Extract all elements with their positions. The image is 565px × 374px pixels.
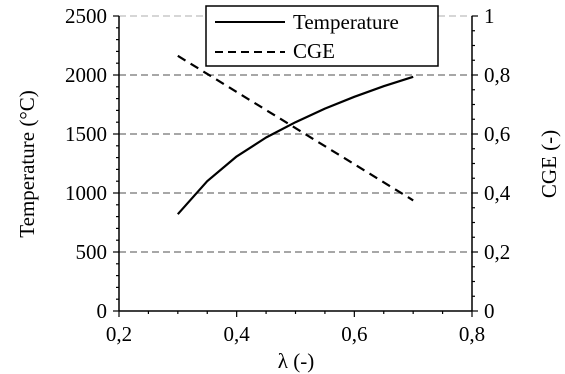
- y-axis-right-title: CGE (-): [537, 130, 561, 198]
- y-right-tick-label: 0: [484, 299, 495, 323]
- series-line-cge: [177, 54, 414, 202]
- y-left-tick-label: 2500: [65, 4, 107, 28]
- y-left-tick-label: 2000: [65, 63, 107, 87]
- axis-ticks: 0,2 0,4 0,6 0,80500100015002000250000,20,40…: [65, 4, 511, 346]
- y-right-tick-label: 1: [484, 4, 495, 28]
- y-left-tick-label: 1500: [65, 122, 107, 146]
- x-tick-label: 0,8: [459, 322, 485, 346]
- x-tick-label: 0,2: [106, 322, 132, 346]
- legend: Temperature CGE: [205, 5, 439, 67]
- legend-box: [205, 5, 439, 67]
- legend-label-cge: CGE: [293, 39, 335, 63]
- y-axis-left-title: Temperature (°C): [15, 90, 39, 237]
- series-layer: [176, 54, 414, 215]
- y-left-tick-label: 0: [97, 299, 108, 323]
- legend-label-temperature: Temperature: [293, 10, 399, 34]
- y-right-tick-label: 0,6: [484, 122, 510, 146]
- y-right-tick-label: 0,8: [484, 63, 510, 87]
- x-axis-title: λ (-): [278, 349, 314, 373]
- y-right-tick-label: 0,2: [484, 240, 510, 264]
- y-right-tick-label: 0,4: [484, 181, 511, 205]
- y-left-tick-label: 500: [76, 240, 108, 264]
- x-tick-label: 0,4: [224, 322, 251, 346]
- series-line-temperature: [176, 75, 414, 215]
- y-left-tick-label: 1000: [65, 181, 107, 205]
- x-tick-label: 0,6: [341, 322, 367, 346]
